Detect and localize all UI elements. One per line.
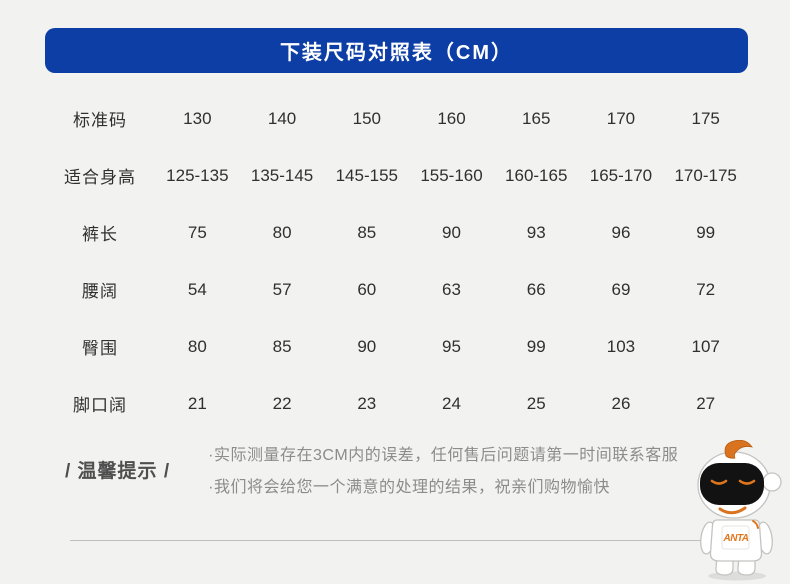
cell-value: 103 bbox=[606, 336, 636, 356]
table-row: 适合身高 125-135 135-145 145-155 155-160 160-165 1… bbox=[45, 147, 748, 204]
page-title: 下装尺码对照表（CM） bbox=[279, 42, 514, 64]
cell-value: 165-170 bbox=[589, 165, 653, 185]
cell-value: 22 bbox=[272, 393, 292, 413]
cell-value: 21 bbox=[187, 393, 207, 413]
row-label: 适合身高 bbox=[64, 168, 136, 187]
cell-value: 75 bbox=[187, 222, 207, 242]
mascot-brand-text: ANTA bbox=[723, 533, 749, 544]
mascot-chest-panel bbox=[721, 525, 750, 550]
mascot-crest-icon bbox=[724, 440, 753, 459]
table-row: 脚口阔 21 22 23 24 25 26 27 bbox=[45, 375, 748, 432]
mascot-ear bbox=[762, 472, 782, 492]
cell-value: 26 bbox=[611, 393, 631, 413]
row-label: 标准码 bbox=[73, 111, 127, 130]
cell-value: 80 bbox=[272, 222, 292, 242]
cell-value: 135-145 bbox=[250, 165, 314, 185]
cell-value: 95 bbox=[442, 336, 461, 356]
cell-value: 72 bbox=[696, 279, 716, 299]
cell-value: 80 bbox=[187, 336, 207, 356]
tips-line: ·我们将会给您一个满意的处理的结果，祝亲们购物愉快 bbox=[208, 479, 610, 496]
tips-line: ·实际测量存在3CM内的误差，任何售后问题请第一时间联系客服 bbox=[208, 447, 679, 464]
cell-value: 54 bbox=[187, 279, 207, 299]
row-label: 裤长 bbox=[82, 225, 118, 244]
cell-value: 66 bbox=[526, 279, 546, 299]
cell-value: 130 bbox=[183, 108, 212, 128]
cell-value: 63 bbox=[442, 279, 461, 299]
size-table: 标准码 130 140 150 160 165 170 175 适合身高 125-135 135-1… bbox=[45, 90, 748, 432]
mascot-shoulder-mark bbox=[752, 520, 759, 529]
row-label: 腰阔 bbox=[82, 282, 118, 301]
cell-value: 155-160 bbox=[420, 165, 483, 185]
mascot-smile bbox=[718, 506, 747, 515]
cell-value: 125-135 bbox=[166, 165, 229, 185]
cell-value: 69 bbox=[611, 279, 631, 299]
tips-label: / 温馨提示 / bbox=[65, 461, 171, 482]
table-row: 裤长 75 80 85 90 93 96 99 bbox=[45, 204, 748, 261]
cell-value: 160 bbox=[437, 108, 466, 128]
cell-value: 107 bbox=[691, 336, 720, 356]
row-label: 臀围 bbox=[82, 339, 118, 358]
tips-lines: ·实际测量存在3CM内的误差，任何售后问题请第一时间联系客服 ·我们将会给您一个… bbox=[208, 440, 678, 504]
cell-value: 23 bbox=[357, 393, 377, 413]
cell-value: 170-175 bbox=[674, 165, 737, 185]
cell-value: 24 bbox=[442, 393, 461, 413]
cell-value: 160-165 bbox=[505, 165, 568, 185]
cell-value: 165 bbox=[522, 108, 551, 128]
table-row: 臀围 80 85 90 95 99 103 107 bbox=[45, 318, 748, 375]
cell-value: 145-155 bbox=[335, 165, 398, 185]
row-label: 脚口阔 bbox=[73, 396, 127, 415]
cell-value: 57 bbox=[272, 279, 292, 299]
cell-value: 85 bbox=[357, 222, 377, 242]
anta-mascot-illustration: ANTA bbox=[697, 440, 782, 581]
cell-value: 27 bbox=[696, 393, 716, 413]
cell-value: 140 bbox=[267, 108, 297, 128]
cell-value: 175 bbox=[691, 108, 720, 128]
mascot-eyes bbox=[710, 479, 756, 485]
size-chart-title-bar: 下装尺码对照表（CM） bbox=[45, 28, 748, 73]
cell-value: 99 bbox=[696, 222, 716, 242]
tips-section: / 温馨提示 / ·实际测量存在3CM内的误差，任何售后问题请第一时间联系客服 … bbox=[65, 440, 678, 504]
cell-value: 99 bbox=[526, 336, 546, 356]
mascot-face-visor bbox=[700, 463, 764, 505]
cell-value: 90 bbox=[442, 222, 461, 242]
cell-value: 170 bbox=[606, 108, 636, 128]
cell-value: 150 bbox=[352, 108, 381, 128]
table-row: 标准码 130 140 150 160 165 170 175 bbox=[45, 90, 748, 147]
cell-value: 60 bbox=[357, 279, 377, 299]
cell-value: 90 bbox=[357, 336, 377, 356]
cell-value: 96 bbox=[611, 222, 631, 242]
cell-value: 25 bbox=[526, 393, 546, 413]
table-row: 腰阔 54 57 60 63 66 69 72 bbox=[45, 261, 748, 318]
cell-value: 85 bbox=[272, 336, 292, 356]
bottom-divider bbox=[70, 540, 720, 541]
cell-value: 93 bbox=[526, 222, 546, 242]
